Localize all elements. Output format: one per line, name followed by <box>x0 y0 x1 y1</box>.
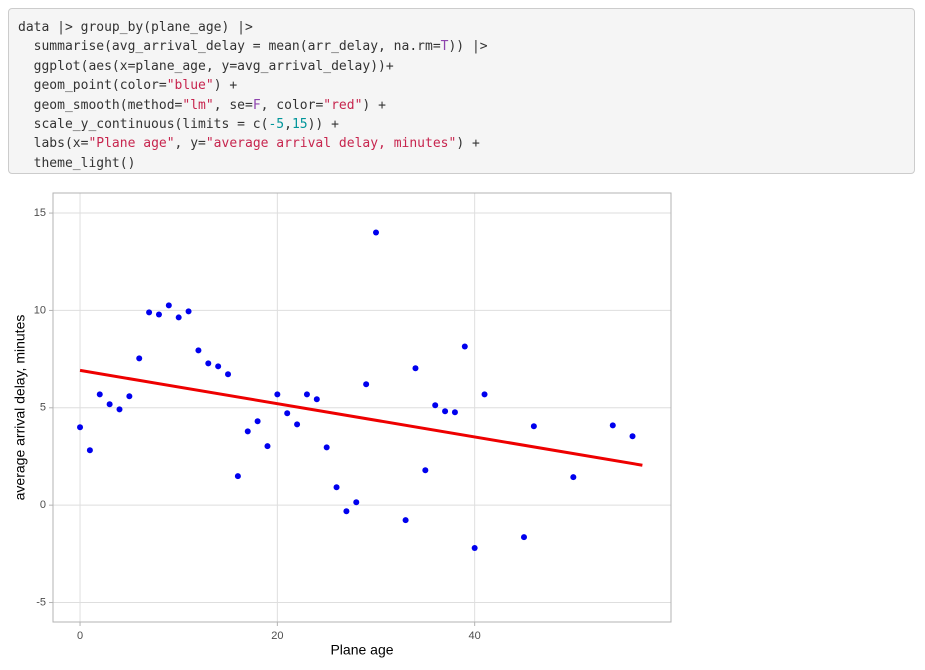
point <box>155 311 162 318</box>
panel-border <box>52 192 672 623</box>
point <box>363 381 370 388</box>
point <box>442 408 449 415</box>
point <box>254 418 261 425</box>
x-axis-title: Plane age <box>330 642 393 658</box>
point <box>530 423 537 430</box>
fit-line <box>79 368 643 467</box>
code-line: scale_y_continuous(limits = c(-5,15)) + <box>18 116 339 132</box>
point <box>136 355 143 362</box>
point <box>471 545 478 552</box>
y-tick-label: 10 <box>34 304 46 316</box>
point <box>402 517 409 524</box>
point <box>629 433 636 440</box>
point <box>225 371 232 378</box>
point <box>234 473 241 480</box>
code-block: data |> group_by(plane_age) |> summarise… <box>8 8 915 174</box>
point <box>353 499 360 506</box>
code-line: data |> group_by(plane_age) |> <box>18 20 253 35</box>
point <box>106 401 113 408</box>
y-tick-label: 15 <box>34 207 46 219</box>
code-line: ggplot(aes(x=plane_age, y=avg_arrival_de… <box>18 58 394 74</box>
point <box>77 424 84 431</box>
chart: -5 0 5 10 15 0 20 40 Plane age average arrival de… <box>12 192 672 658</box>
point <box>175 314 182 321</box>
point <box>323 444 330 451</box>
point <box>412 365 419 372</box>
point <box>373 229 380 236</box>
point <box>451 409 458 416</box>
point <box>461 343 468 350</box>
point <box>570 474 577 481</box>
x-tick-label: 40 <box>469 630 481 642</box>
code-line: summarise(avg_arrival_delay = mean(arr_d… <box>18 39 488 55</box>
point <box>294 421 301 428</box>
point <box>126 393 133 400</box>
point <box>520 534 527 541</box>
point <box>244 428 251 435</box>
y-tick-label: 0 <box>40 499 46 511</box>
point <box>481 391 488 398</box>
point <box>205 360 212 367</box>
point <box>86 447 93 454</box>
point <box>146 309 153 316</box>
point <box>284 410 291 417</box>
y-axis-title: average arrival delay, minutes <box>12 315 28 501</box>
point <box>116 406 123 413</box>
point <box>195 347 202 354</box>
point <box>96 391 103 398</box>
point <box>303 391 310 398</box>
point <box>165 302 172 309</box>
point <box>333 484 340 491</box>
point <box>609 422 616 429</box>
x-tick-label: 0 <box>77 630 83 642</box>
y-tick-label: -5 <box>36 596 46 608</box>
x-tick-label: 20 <box>271 630 283 642</box>
point <box>422 467 429 474</box>
code-line: geom_point(color="blue") + <box>18 78 238 94</box>
point <box>215 363 222 370</box>
point <box>274 391 281 398</box>
code-line: labs(x="Plane age", y="average arrival d… <box>18 136 480 152</box>
code-line: theme_light() <box>18 155 136 171</box>
point <box>185 308 192 315</box>
point <box>264 443 271 450</box>
point <box>343 508 350 515</box>
y-tick-label: 5 <box>40 402 46 414</box>
code-line: geom_smooth(method="lm", se=F, color="re… <box>18 97 386 113</box>
point <box>432 402 439 409</box>
point <box>313 396 320 403</box>
